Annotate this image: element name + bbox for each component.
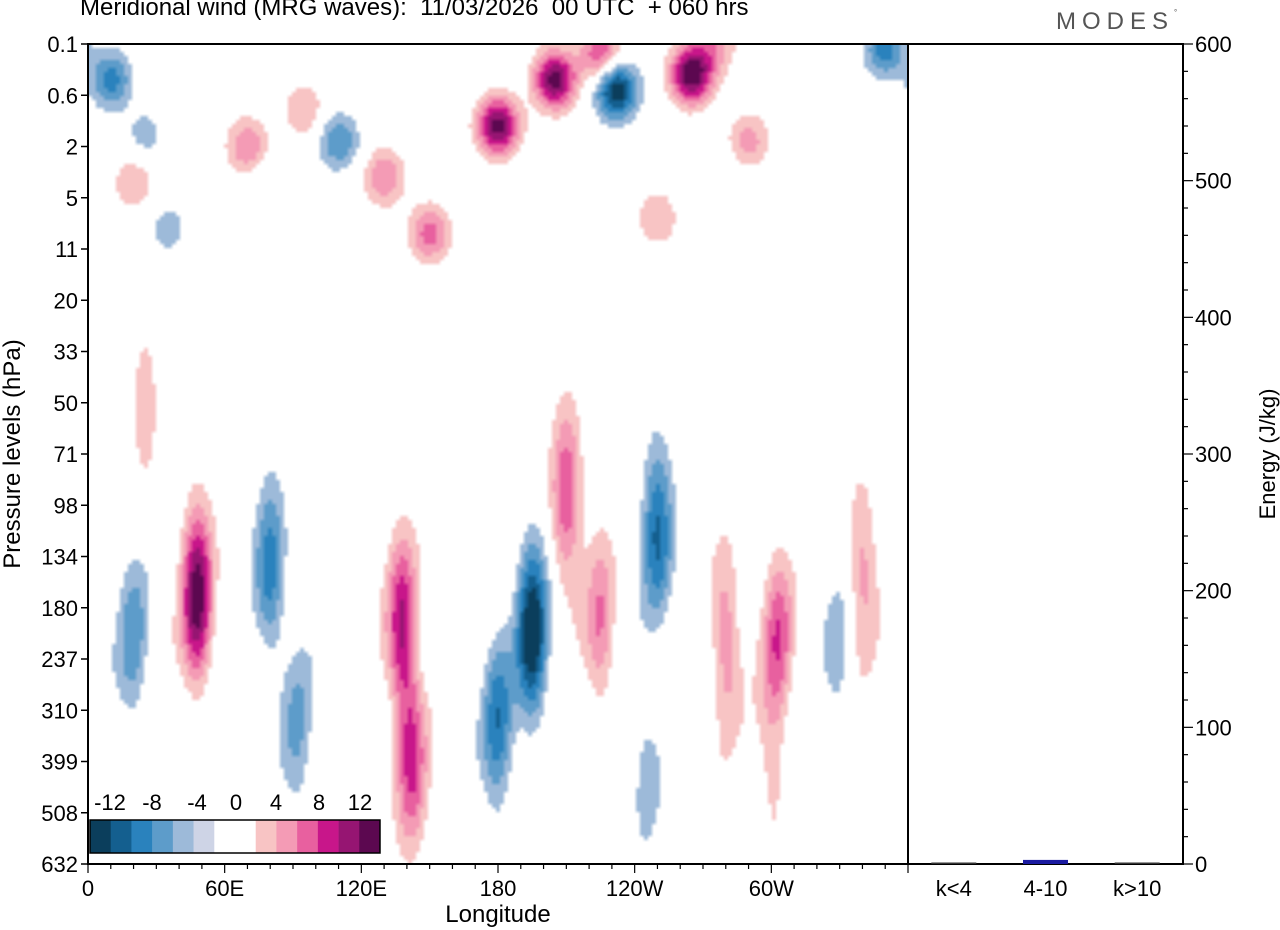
- y-tick-label: 50: [54, 391, 78, 416]
- brand-text: MODES: [1056, 8, 1175, 35]
- y-tick-label: 399: [41, 750, 78, 775]
- y-tick-label: 0.6: [47, 83, 78, 108]
- energy-bar: [1023, 859, 1068, 864]
- x-tick-label: 0: [82, 876, 94, 901]
- x-tick-label: 60E: [205, 876, 244, 901]
- colorbar-label: 4: [270, 790, 282, 815]
- colorbar-swatch: [359, 820, 381, 853]
- energy-tick-label: 500: [1195, 169, 1232, 194]
- colorbar-swatch: [235, 820, 257, 853]
- energy-axis-label: Energy (J/kg): [1255, 389, 1280, 520]
- brand-logo: MODES°: [1056, 8, 1177, 36]
- colorbar-swatch: [172, 820, 194, 853]
- colorbar-label: -12: [94, 790, 126, 815]
- y-tick-label: 508: [41, 801, 78, 826]
- energy-tick-label: 300: [1195, 442, 1232, 467]
- energy-category-label: 4-10: [1023, 876, 1067, 901]
- y-tick-label: 20: [54, 288, 78, 313]
- energy-category-label: k>10: [1113, 876, 1161, 901]
- colorbar-swatch: [131, 820, 153, 853]
- colorbar-swatch: [338, 820, 360, 853]
- energy-bar-axes: 0 100 200 300 400 500 600 k<4 4-10 k>10: [907, 32, 1232, 901]
- colorbar-label: 8: [313, 790, 325, 815]
- y-tick-label: 98: [54, 493, 78, 518]
- y-tick-label: 0.1: [47, 32, 78, 57]
- energy-tick-label: 200: [1195, 579, 1232, 604]
- y-tick-label: 237: [41, 647, 78, 672]
- colorbar-swatch: [152, 820, 174, 853]
- colorbar-swatch: [297, 820, 319, 853]
- heatmap-field: [88, 44, 908, 864]
- colorbar-swatch: [110, 820, 132, 853]
- energy-tick-label: 600: [1195, 32, 1232, 57]
- y-tick-label: 33: [54, 340, 78, 365]
- energy-bar: [1114, 862, 1160, 864]
- x-tick-label: 60W: [749, 876, 794, 901]
- chart-title: Meridional wind (MRG waves): 11/03/2026 …: [80, 0, 749, 21]
- energy-bar: [931, 862, 977, 864]
- y-axis-label: Pressure levels (hPa): [0, 339, 26, 568]
- colorbar-label: -4: [187, 790, 207, 815]
- colorbar: -12 -8 -4 0 4 8 12: [89, 790, 381, 854]
- x-tick-label: 120W: [606, 876, 664, 901]
- energy-category-label: k<4: [936, 876, 972, 901]
- colorbar-frame: [89, 819, 381, 854]
- x-axis-label: Longitude: [445, 901, 550, 928]
- colorbar-swatch: [214, 820, 236, 853]
- y-tick-label: 134: [41, 545, 78, 570]
- y-tick-label: 2: [66, 135, 78, 160]
- x-tick-label: 180: [480, 876, 517, 901]
- y-tick-label: 632: [41, 852, 78, 877]
- colorbar-label: -8: [142, 790, 162, 815]
- y-tick-label: 71: [54, 442, 78, 467]
- energy-tick-label: 0: [1195, 852, 1207, 877]
- y-tick-label: 11: [55, 237, 78, 262]
- heatmap-axes: 0.1 0.6 2 5 11 20 33 50 71 98 134 180 237 310 399 508 63…: [41, 32, 909, 901]
- colorbar-swatch: [276, 820, 298, 853]
- colorbar-swatch: [317, 820, 339, 853]
- colorbar-label: 0: [230, 790, 242, 815]
- colorbar-swatch: [193, 820, 215, 853]
- energy-tick-label: 100: [1195, 715, 1232, 740]
- brand-mark: °: [1174, 8, 1178, 17]
- colorbar-swatch: [255, 820, 277, 853]
- energy-tick-label: 400: [1195, 305, 1232, 330]
- y-tick-label: 180: [41, 596, 78, 621]
- colorbar-swatch: [90, 820, 112, 853]
- bar-frame: [907, 43, 1184, 865]
- y-tick-label: 5: [66, 186, 78, 211]
- colorbar-label: 12: [348, 790, 372, 815]
- y-tick-label: 310: [41, 698, 78, 723]
- x-tick-label: 120E: [336, 876, 387, 901]
